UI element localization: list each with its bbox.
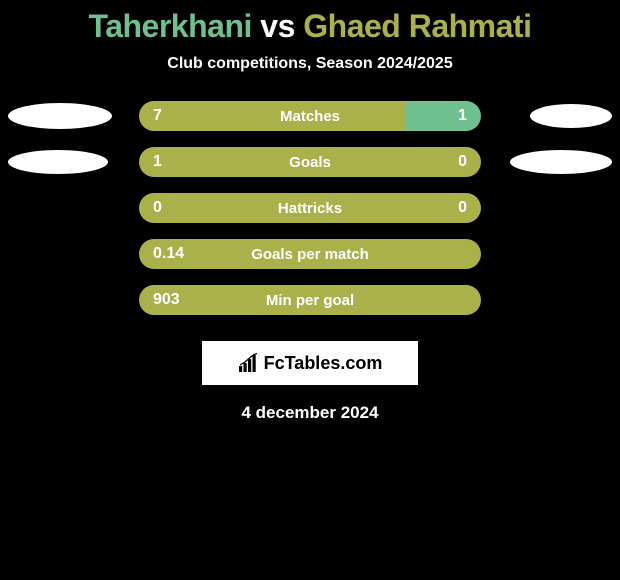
brand-box: FcTables.com xyxy=(202,341,418,385)
stat-left-value: 903 xyxy=(153,291,180,309)
title-vs: vs xyxy=(260,8,295,44)
stat-bar: 1Goals0 xyxy=(139,147,481,177)
subtitle: Club competitions, Season 2024/2025 xyxy=(0,55,620,73)
comparison-card: Taherkhani vs Ghaed Rahmati Club competi… xyxy=(0,0,620,423)
stat-bar: 903Min per goal xyxy=(139,285,481,315)
bar-overlay: 903Min per goal xyxy=(139,285,481,315)
stat-left-value: 0 xyxy=(153,199,162,217)
page-title: Taherkhani vs Ghaed Rahmati xyxy=(0,8,620,45)
stat-label: Min per goal xyxy=(139,292,481,309)
bar-overlay: 0.14Goals per match xyxy=(139,239,481,269)
stat-row: 7Matches1 xyxy=(0,101,620,131)
stat-row: 0.14Goals per match xyxy=(0,239,620,269)
stat-bar: 0.14Goals per match xyxy=(139,239,481,269)
stat-label: Matches xyxy=(139,108,481,125)
stat-row: 0Hattricks0 xyxy=(0,193,620,223)
stat-right-value: 1 xyxy=(458,107,467,125)
stat-label: Goals per match xyxy=(139,246,481,263)
stat-bar: 7Matches1 xyxy=(139,101,481,131)
stat-right-value: 0 xyxy=(458,153,467,171)
player-ellipse-left xyxy=(8,103,112,129)
stat-left-value: 1 xyxy=(153,153,162,171)
date-line: 4 december 2024 xyxy=(0,403,620,423)
stat-right-value: 0 xyxy=(458,199,467,217)
bar-overlay: 1Goals0 xyxy=(139,147,481,177)
player-ellipse-left xyxy=(8,150,108,174)
bar-overlay: 7Matches1 xyxy=(139,101,481,131)
player-ellipse-right xyxy=(530,104,612,128)
stat-row: 903Min per goal xyxy=(0,285,620,315)
stat-left-value: 0.14 xyxy=(153,245,184,263)
bar-chart-icon xyxy=(238,353,260,373)
stat-label: Goals xyxy=(139,154,481,171)
stat-left-value: 7 xyxy=(153,107,162,125)
bar-overlay: 0Hattricks0 xyxy=(139,193,481,223)
title-player1: Taherkhani xyxy=(89,8,252,44)
stat-label: Hattricks xyxy=(139,200,481,217)
brand-text: FcTables.com xyxy=(264,353,383,374)
title-player2: Ghaed Rahmati xyxy=(303,8,531,44)
player-ellipse-right xyxy=(510,150,612,174)
stats-region: 7Matches11Goals00Hattricks00.14Goals per… xyxy=(0,101,620,315)
stat-row: 1Goals0 xyxy=(0,147,620,177)
stat-bar: 0Hattricks0 xyxy=(139,193,481,223)
